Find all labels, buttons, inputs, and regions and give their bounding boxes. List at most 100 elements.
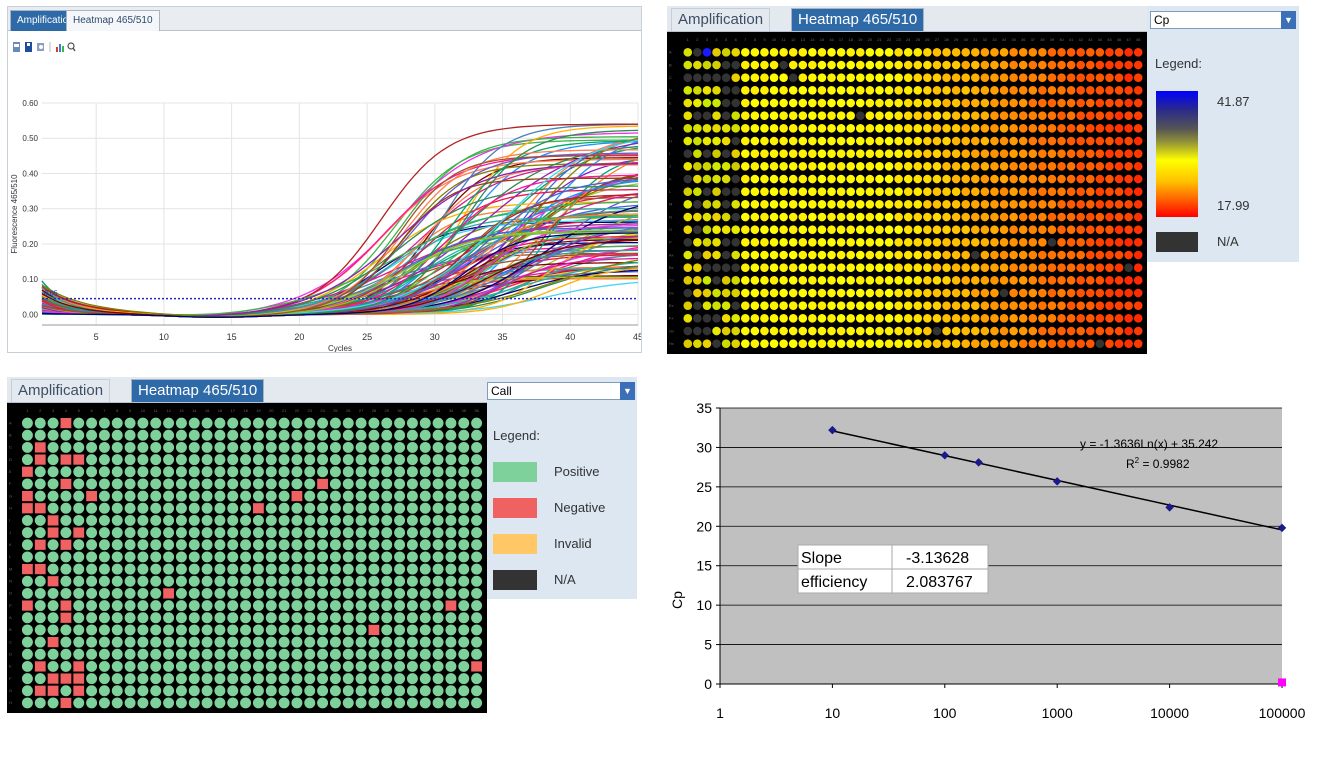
heatmap-well: [827, 187, 836, 196]
heatmap-well: [884, 276, 894, 285]
heatmap-well: [980, 98, 990, 108]
heatmap-well: [214, 441, 226, 453]
heatmap-well: [1047, 60, 1057, 70]
legend-swatch: [493, 570, 537, 590]
heatmap-well: [1105, 187, 1114, 196]
heatmap-well: [98, 429, 110, 441]
heatmap-well: [1085, 225, 1095, 234]
heatmap-well: [808, 326, 817, 336]
heatmap-well: [124, 539, 136, 551]
heatmap-well: [342, 466, 354, 478]
heatmap-well: [884, 149, 894, 158]
tab-heatmap[interactable]: Heatmap 465/510: [66, 10, 160, 31]
tab-amplification[interactable]: Amplification: [671, 8, 771, 31]
heatmap-well: [252, 454, 264, 466]
heatmap-well: [304, 673, 316, 685]
column-label: 13: [801, 37, 806, 42]
legend-label: Negative: [554, 500, 606, 515]
heatmap-well: [788, 149, 798, 158]
heatmap-well: [406, 478, 418, 490]
heatmap-well: [1095, 136, 1105, 146]
heatmap-well: [252, 648, 264, 660]
heatmap-well: [999, 60, 1009, 70]
zoom-icon[interactable]: [67, 41, 76, 53]
save-icon[interactable]: [24, 41, 33, 53]
column-label: 20: [868, 37, 873, 42]
heatmap-well: [1133, 301, 1143, 310]
heatmap-well: [163, 454, 175, 466]
heatmap-well: [990, 98, 999, 108]
heatmap-well: [932, 225, 942, 234]
heatmap-well: [98, 587, 110, 599]
heatmap-well: [34, 697, 46, 709]
tab-heatmap[interactable]: Heatmap 465/510: [791, 8, 925, 31]
heatmap-well: [406, 429, 418, 441]
heatmap-well: [932, 301, 942, 310]
heatmap-well: [894, 73, 903, 82]
heatmap-well: [731, 48, 741, 57]
tab-heatmap[interactable]: Heatmap 465/510: [131, 379, 265, 402]
heatmap-well: [769, 238, 779, 247]
heatmap-well: [227, 466, 239, 478]
heatmap-well: [760, 111, 769, 120]
heatmap-well: [34, 563, 46, 575]
heatmap-well: [445, 685, 457, 697]
heatmap-well: [342, 454, 354, 466]
heatmap-well: [98, 514, 110, 526]
heatmap-well: [913, 263, 923, 272]
print-preview-icon[interactable]: [36, 41, 45, 53]
heatmap-well: [60, 502, 72, 514]
heatmap-well: [894, 288, 903, 298]
heatmap-well: [355, 612, 367, 624]
heatmap-well: [432, 612, 444, 624]
heatmap-well: [1124, 263, 1133, 272]
heatmap-well: [875, 288, 884, 298]
chart-icon[interactable]: [55, 41, 64, 53]
heatmap-well: [769, 212, 779, 222]
row-label: D: [9, 651, 12, 656]
heatmap-well: [1076, 174, 1086, 184]
heatmap-well: [150, 429, 162, 441]
heatmap-well: [317, 441, 329, 453]
heatmap-well: [458, 466, 470, 478]
value-dropdown[interactable]: Cp ▼: [1150, 11, 1296, 29]
heatmap-well: [1105, 301, 1114, 310]
value-dropdown[interactable]: Call ▼: [487, 382, 635, 400]
heatmap-well: [932, 136, 942, 146]
heatmap-well: [875, 149, 884, 158]
heatmap-well: [1076, 149, 1086, 158]
heatmap-well: [47, 527, 59, 538]
heatmap-well: [60, 697, 72, 709]
heatmap-well: [329, 490, 341, 502]
heatmap-well: [342, 660, 354, 672]
heatmap-well: [903, 276, 913, 285]
heatmap-well: [86, 454, 98, 466]
heatmap-well: [1018, 124, 1028, 133]
heatmap-well: [227, 575, 239, 587]
heatmap-well: [265, 612, 277, 624]
heatmap-well: [1009, 98, 1018, 108]
tab-amplification[interactable]: Amplification: [11, 379, 111, 402]
print-icon[interactable]: [12, 41, 21, 53]
heatmap-well: [1114, 288, 1124, 298]
heatmap-well: [1076, 73, 1086, 82]
heatmap-well: [188, 441, 200, 453]
heatmap-well: [808, 48, 817, 57]
heatmap-well: [47, 454, 59, 466]
heatmap-well: [712, 98, 721, 108]
heatmap-well: [1009, 200, 1018, 209]
heatmap-well: [798, 339, 808, 348]
heatmap-well: [458, 502, 470, 514]
heatmap-well: [1124, 200, 1133, 209]
heatmap-well: [1124, 98, 1133, 108]
heatmap-well: [788, 124, 798, 133]
heatmap-well: [86, 624, 98, 636]
heatmap-well: [846, 200, 856, 209]
chevron-down-icon[interactable]: ▼: [620, 382, 635, 400]
heatmap-well: [999, 111, 1009, 120]
chevron-down-icon[interactable]: ▼: [1281, 11, 1296, 29]
heatmap-well: [961, 314, 971, 323]
heatmap-well: [471, 648, 483, 660]
heatmap-well: [808, 86, 817, 95]
column-label: 7: [744, 37, 747, 42]
